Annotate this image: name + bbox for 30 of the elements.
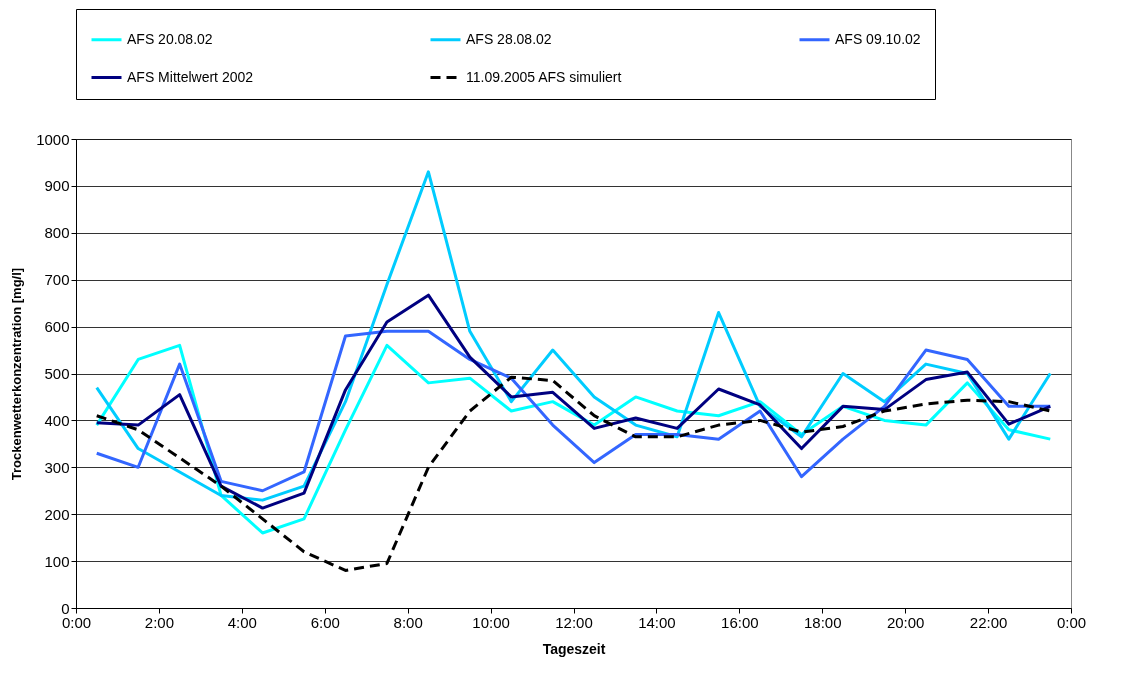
- y-tick-label: 500: [44, 365, 70, 382]
- x-tick-label: 10:00: [472, 613, 510, 631]
- y-tick-label: 300: [44, 458, 70, 476]
- legend-label: 11.09.2005 AFS simuliert: [466, 68, 622, 85]
- x-tick-label: 0:00: [1056, 613, 1087, 631]
- legend-label: AFS 20.08.02: [127, 30, 213, 47]
- y-tick-label: 800: [44, 224, 70, 242]
- x-tick-label: 12:00: [555, 613, 593, 631]
- y-tick-label: 1000: [36, 130, 70, 148]
- y-tick-label: 900: [44, 177, 70, 195]
- x-tick-label: 14:00: [638, 613, 676, 631]
- x-tick-label: 6:00: [310, 613, 340, 631]
- x-tick-label: 8:00: [393, 613, 423, 631]
- x-tick-label: 20:00: [886, 613, 925, 631]
- legend-label: AFS Mittelwert 2002: [127, 68, 254, 85]
- x-tick-label: 22:00: [969, 613, 1008, 631]
- y-tick-label: 400: [44, 411, 70, 429]
- x-tick-label: 4:00: [227, 613, 257, 631]
- legend-label: AFS 09.10.02: [835, 30, 921, 47]
- y-tick-label: 600: [44, 318, 70, 336]
- y-tick-label: 700: [44, 271, 70, 289]
- y-tick-label: 100: [44, 552, 70, 570]
- x-tick-label: 16:00: [721, 613, 759, 631]
- x-axis-title: Tageszeit: [542, 640, 606, 657]
- legend-label: AFS 28.08.02: [466, 30, 552, 47]
- x-tick-label: 2:00: [144, 613, 175, 631]
- y-axis-title: Trockenwetterkonzentration [mg/l]: [9, 267, 25, 481]
- y-tick-label: 200: [44, 505, 70, 523]
- x-tick-label: 18:00: [803, 613, 842, 631]
- line-series: [95, 293, 1052, 510]
